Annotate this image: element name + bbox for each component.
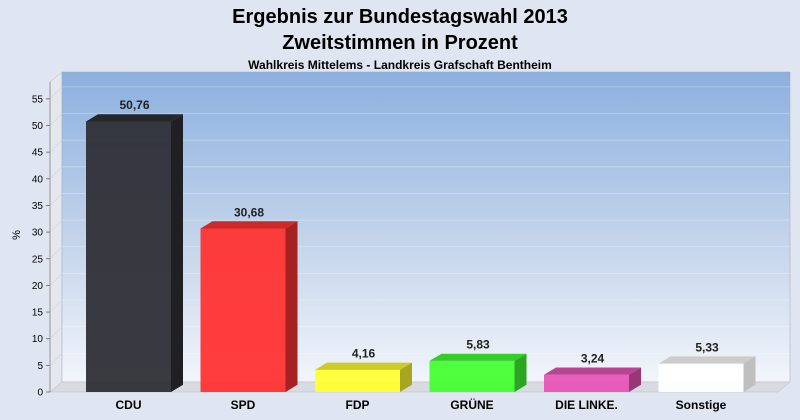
- bar-1: 50,76: [86, 98, 183, 392]
- data-label: 50,76: [119, 98, 149, 112]
- bar-front: [658, 363, 744, 392]
- y-tick-label: 5: [37, 361, 43, 372]
- chart-title: Ergebnis zur Bundestagswahl 2013: [232, 6, 568, 28]
- grid-line-side: [49, 139, 63, 153]
- y-tick-label: 45: [32, 148, 44, 159]
- y-tick-label: 10: [32, 334, 44, 345]
- bar-top: [86, 114, 183, 122]
- chart-header: Ergebnis zur Bundestagswahl 2013 Zweitst…: [0, 4, 800, 72]
- y-tick-label: 35: [32, 201, 44, 212]
- grid-line-side: [49, 273, 63, 286]
- y-tick-label: 40: [32, 174, 44, 185]
- chart-subtitle: Wahlkreis Mittelems - Landkreis Grafscha…: [248, 58, 552, 72]
- bar-6: 5,33: [658, 340, 756, 392]
- plot-side-wall: [49, 71, 63, 393]
- bar-front: [315, 369, 400, 392]
- grid-line-side: [49, 113, 63, 126]
- bar-top: [315, 362, 412, 370]
- y-tick-label: 20: [32, 281, 44, 292]
- grid-line-side: [49, 86, 63, 100]
- bar-top: [200, 221, 298, 229]
- grid-line-side: [49, 299, 63, 313]
- bar-4: 5,83: [429, 338, 527, 392]
- x-tick-label: GRÜNE: [450, 397, 493, 412]
- grid-line-side: [49, 246, 63, 259]
- grid-line-side: [49, 193, 63, 206]
- bar-front: [86, 121, 171, 392]
- chart-title-line2: Zweitstimmen in Prozent: [282, 32, 518, 54]
- data-label: 5,83: [466, 338, 490, 352]
- grid-line-side: [49, 166, 63, 180]
- bar-side: [400, 362, 412, 392]
- y-tick-label: 0: [37, 388, 43, 399]
- grid-line-side: [49, 353, 63, 366]
- bar-front: [429, 360, 515, 392]
- y-tick-label: 25: [32, 254, 44, 265]
- bar-front: [544, 374, 629, 392]
- bar-side: [285, 221, 298, 392]
- bar-side: [743, 356, 756, 392]
- bar-5: 3,24: [544, 352, 641, 392]
- bar-top: [544, 367, 641, 375]
- y-tick-label: 50: [32, 121, 44, 132]
- bar-side: [171, 114, 183, 392]
- bar-side: [514, 353, 527, 392]
- grid-line-side: [49, 219, 63, 233]
- bar-front: [200, 228, 286, 392]
- bar-2: 30,68: [200, 205, 298, 392]
- data-label: 5,33: [695, 340, 719, 354]
- grid-line-side: [49, 326, 63, 339]
- bar-top: [658, 356, 756, 364]
- y-tick-label: 55: [32, 94, 44, 105]
- x-tick-label: FDP: [346, 398, 370, 412]
- bar-top: [429, 353, 527, 361]
- y-tick-label: 30: [32, 228, 44, 239]
- plot-background: [61, 71, 791, 383]
- data-label: 3,24: [581, 352, 605, 366]
- bar-3: 4,16: [315, 347, 412, 392]
- y-tick-label: 15: [32, 308, 44, 319]
- bar-side: [629, 367, 641, 392]
- x-tick-label: DIE LINKE.: [555, 398, 618, 412]
- x-tick-label: CDU: [116, 398, 142, 412]
- data-label: 4,16: [352, 347, 376, 361]
- data-label: 30,68: [234, 205, 264, 219]
- x-tick-label: Sonstige: [676, 398, 727, 412]
- x-tick-label: SPD: [231, 398, 256, 412]
- y-axis-label: %: [11, 230, 23, 240]
